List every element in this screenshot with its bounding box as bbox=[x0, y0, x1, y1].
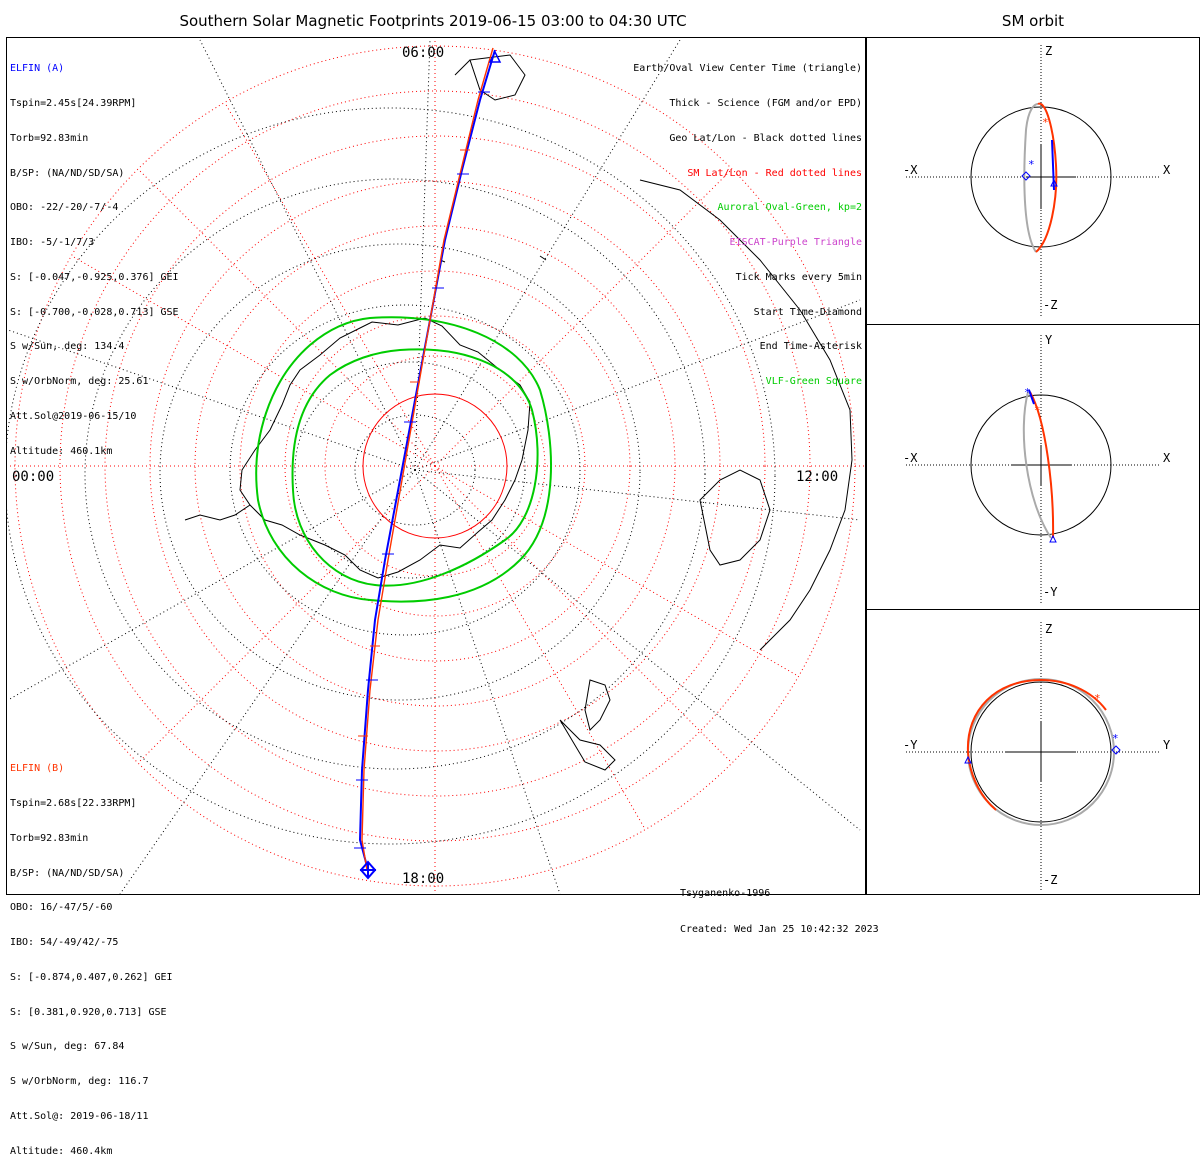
elfin-a-line: OBO: -22/-20/-7/-4 bbox=[10, 202, 119, 214]
elfin-b-line: Altitude: 460.4km bbox=[10, 1145, 113, 1157]
elfin-a-track bbox=[358, 49, 496, 871]
panel3-label-left: -Y bbox=[903, 738, 918, 752]
elfin-a-line: S w/Sun, deg: 134.4 bbox=[10, 341, 125, 353]
panel2-label-right: X bbox=[1163, 451, 1171, 465]
legend-item: Earth/Oval View Center Time (triangle) bbox=[633, 63, 862, 75]
legend-item: Start Time-Diamond bbox=[753, 306, 862, 318]
legend-item: VLF-Green Square bbox=[765, 376, 862, 388]
orbit-panel-3: * * bbox=[906, 622, 1160, 892]
orbit-title: SM orbit bbox=[1001, 12, 1065, 30]
credit-created: Created: Wed Jan 25 10:42:32 2023 bbox=[680, 924, 879, 935]
track-b-tick-marks bbox=[358, 149, 470, 737]
footprint-map bbox=[7, 39, 864, 894]
panel3-label-right: Y bbox=[1163, 738, 1171, 752]
elfin-a-line: Altitude: 460.1km bbox=[10, 445, 113, 457]
svg-text:*: * bbox=[1094, 692, 1101, 705]
svg-text:*: * bbox=[1112, 732, 1119, 745]
time-label-top: 06:00 bbox=[402, 45, 445, 61]
view-center-triangle bbox=[488, 50, 502, 63]
elfin-b-line: S: [-0.874,0.407,0.262] GEI bbox=[10, 971, 173, 983]
time-label-right: 12:00 bbox=[796, 469, 839, 485]
elfin-a-line: S: [-0.700,-0.028,0.713] GSE bbox=[10, 306, 179, 318]
panel2-label-up: Y bbox=[1045, 333, 1053, 347]
elfin-a-line: S: [-0.047,-0.925,0.376] GEI bbox=[10, 271, 179, 283]
legend-item: SM Lat/Lon - Red dotted lines bbox=[687, 167, 862, 179]
elfin-b-track bbox=[361, 47, 494, 871]
plot-title: Southern Solar Magnetic Footprints 2019-… bbox=[179, 12, 687, 30]
elfin-a-line: Att.Sol@2019-06-15/10 bbox=[10, 411, 137, 422]
elfin-b-line: Tspin=2.68s[22.33RPM] bbox=[10, 797, 137, 809]
svg-text:*: * bbox=[1024, 386, 1031, 399]
svg-text:*: * bbox=[1042, 116, 1049, 129]
panel2-label-down: -Y bbox=[1043, 585, 1058, 599]
credit: Tsyganenko-1996 Created: Wed Jan 25 10:4… bbox=[680, 864, 879, 948]
time-label-bottom: 18:00 bbox=[402, 871, 445, 887]
track-tick-marks bbox=[354, 91, 490, 849]
legend-item: End Time-Asterisk bbox=[759, 341, 862, 353]
legend-item: Auroral Oval-Green, kp=2 bbox=[717, 202, 863, 214]
footprint-map-frame bbox=[6, 37, 866, 895]
elfin-b-line: B/SP: (NA/ND/SD/SA) bbox=[10, 867, 125, 879]
panel1-label-right: X bbox=[1163, 163, 1171, 177]
svg-text:*: * bbox=[1034, 404, 1041, 417]
panel1-label-down: -Z bbox=[1043, 298, 1058, 312]
elfin-a-line: S w/OrbNorm, deg: 25.61 bbox=[10, 376, 149, 388]
elfin-a-info: ELFIN (A) Tspin=2.45s[24.39RPM] Torb=92.… bbox=[10, 40, 179, 469]
elfin-b-line: S: [0.381,0.920,0.713] GSE bbox=[10, 1006, 167, 1018]
geo-grid bbox=[7, 39, 861, 894]
legend-item: EISCAT-Purple Triangle bbox=[729, 237, 862, 249]
sm-inner-circle bbox=[362, 393, 508, 539]
elfin-b-line: S w/OrbNorm, deg: 116.7 bbox=[10, 1076, 149, 1088]
elfin-a-line: IBO: -5/-1/7/3 bbox=[10, 237, 95, 249]
time-label-left: 00:00 bbox=[12, 469, 55, 485]
svg-text:*: * bbox=[1028, 158, 1035, 171]
orbit-panels: * * * * * * bbox=[906, 45, 1160, 892]
credit-author: Tsyganenko-1996 bbox=[680, 888, 771, 899]
panel3-label-up: Z bbox=[1045, 622, 1053, 636]
orbit-panel-2: * * bbox=[906, 335, 1160, 604]
legend: Earth/Oval View Center Time (triangle) T… bbox=[633, 40, 862, 399]
sm-longitude-lines bbox=[8, 40, 864, 894]
elfin-b-line: IBO: 54/-49/42/-75 bbox=[10, 937, 119, 949]
elfin-b-line: OBO: 16/-47/5/-60 bbox=[10, 902, 113, 914]
elfin-a-line: Tspin=2.45s[24.39RPM] bbox=[10, 97, 137, 109]
elfin-b-name: ELFIN (B) bbox=[10, 763, 65, 775]
elfin-b-info: ELFIN (B) Tspin=2.68s[22.33RPM] Torb=92.… bbox=[10, 740, 173, 1169]
elfin-a-name: ELFIN (A) bbox=[10, 63, 65, 75]
orbit-panel-1: * * bbox=[906, 45, 1160, 318]
legend-item: Thick - Science (FGM and/or EPD) bbox=[669, 97, 862, 109]
panel2-label-left: -X bbox=[903, 451, 918, 465]
legend-item: Tick Marks every 5min bbox=[735, 271, 862, 283]
panel1-label-left: -X bbox=[903, 163, 918, 177]
elfin-b-line: Torb=92.83min bbox=[10, 832, 89, 844]
elfin-a-line: Torb=92.83min bbox=[10, 132, 89, 144]
elfin-a-line: B/SP: (NA/ND/SD/SA) bbox=[10, 167, 125, 179]
panel3-label-down: -Z bbox=[1043, 873, 1058, 887]
legend-item: Geo Lat/Lon - Black dotted lines bbox=[669, 132, 862, 144]
elfin-b-line: Att.Sol@: 2019-06-18/11 bbox=[10, 1111, 149, 1122]
panel1-label-up: Z bbox=[1045, 44, 1053, 58]
auroral-oval bbox=[255, 316, 553, 603]
elfin-b-line: S w/Sun, deg: 67.84 bbox=[10, 1041, 125, 1053]
